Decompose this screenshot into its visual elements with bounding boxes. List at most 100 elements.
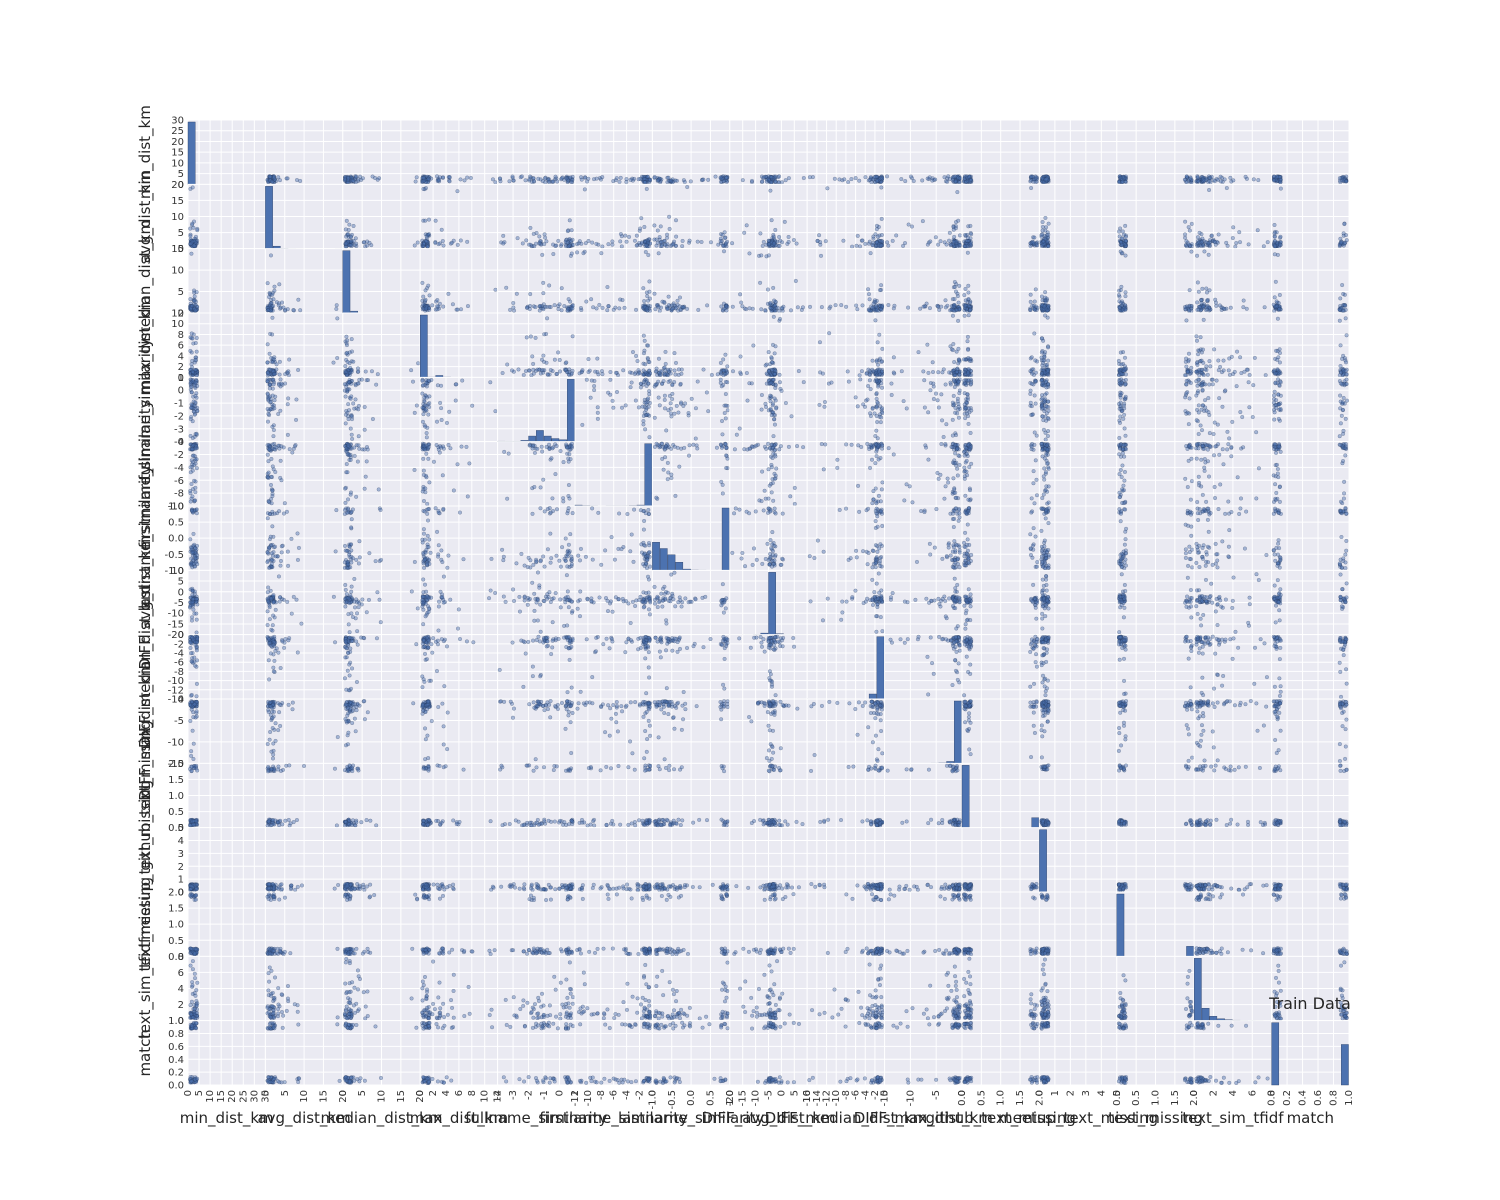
scatter-point [1187, 288, 1192, 293]
scatter-point [874, 227, 879, 232]
scatter-point [1273, 239, 1278, 244]
scatter-point [1338, 296, 1343, 301]
scatter-point [1195, 300, 1200, 305]
scatter-point [286, 369, 291, 374]
scatter-point [725, 408, 730, 413]
scatter-point [880, 411, 885, 416]
scatter-point [426, 378, 431, 383]
scatter-point [611, 405, 616, 410]
scatter-point [584, 299, 589, 304]
scatter-point [875, 234, 880, 239]
scatter-point [955, 190, 960, 195]
scatter-point [1194, 334, 1199, 339]
scatter-point [414, 175, 419, 180]
scatter-point [720, 232, 725, 237]
scatter-point [377, 176, 382, 181]
scatter-point [298, 178, 303, 183]
cell-median_dist_km-vs-github_text_missing [961, 248, 1040, 314]
scatter-point [1205, 298, 1210, 303]
scatter-point [641, 372, 646, 377]
scatter-point [891, 306, 896, 311]
scatter-point [758, 280, 763, 285]
scatter-point [1186, 242, 1191, 247]
scatter-point [747, 251, 752, 256]
scatter-point [540, 357, 545, 362]
scatter-point [455, 189, 460, 194]
scatter-point [800, 305, 805, 310]
scatter-point [265, 371, 270, 376]
scatter-point [564, 360, 569, 365]
scatter-point [599, 251, 604, 256]
scatter-point [720, 419, 725, 424]
scatter-point [270, 315, 275, 320]
scatter-point [962, 402, 967, 407]
scatter-point [1028, 292, 1033, 297]
scatter-point [908, 174, 913, 179]
scatter-point [608, 392, 613, 397]
scatter-point [1217, 303, 1222, 308]
scatter-point [866, 307, 871, 312]
scatter-point [817, 340, 822, 345]
scatter-point [541, 291, 546, 296]
scatter-point [363, 369, 368, 374]
scatter-point [188, 348, 193, 353]
scatter-point [968, 307, 973, 312]
scatter-point [662, 393, 667, 398]
scatter-point [1337, 318, 1342, 323]
cell-median_dist_km-vs-text_missing [1116, 248, 1195, 314]
scatter-point [859, 369, 864, 374]
scatter-point [188, 417, 193, 422]
scatter-point [608, 377, 613, 382]
scatter-point [1255, 228, 1260, 233]
scatter-point [665, 307, 670, 312]
scatter-point [538, 303, 543, 308]
scatter-point [965, 250, 970, 255]
scatter-point [962, 370, 967, 375]
scatter-point [331, 360, 336, 365]
cell-fullname_similarity-vs-DIFF_max_dist_km [884, 376, 963, 443]
scatter-point [956, 415, 961, 420]
scatter-point [579, 175, 584, 180]
scatter-point [367, 240, 372, 245]
scatter-point [647, 289, 652, 294]
scatter-point [272, 398, 277, 403]
scatter-point [1338, 364, 1343, 369]
scatter-point [423, 297, 428, 302]
scatter-point [641, 286, 646, 291]
scatter-point [875, 340, 880, 345]
scatter-point [951, 304, 956, 309]
cell-median_dist_km-vs-min_dist_km [187, 248, 266, 314]
scatter-point [867, 239, 872, 244]
scatter-point [801, 176, 806, 181]
scatter-point [490, 177, 495, 182]
scatter-point [645, 174, 650, 179]
scatter-point [556, 307, 561, 312]
cell-max_dist_km-vs-github_text_missing [961, 312, 1040, 378]
scatter-point [791, 238, 796, 243]
scatter-point [1028, 391, 1033, 396]
scatter-point [759, 392, 764, 397]
scatter-point [268, 383, 273, 388]
scatter-point [795, 305, 800, 310]
scatter-point [594, 306, 599, 311]
scatter-point [854, 243, 859, 248]
scatter-point [265, 407, 270, 412]
scatter-point [723, 403, 728, 408]
scatter-point [1028, 388, 1033, 393]
scatter-point [1207, 178, 1212, 183]
cell-max_dist_km-vs-fullname_similarity [497, 312, 576, 378]
scatter-point [965, 334, 970, 339]
cell-median_dist_km-vs-text_sim_tfidf [1193, 248, 1273, 314]
scatter-point [1195, 175, 1200, 180]
scatter-point [1277, 292, 1282, 297]
scatter-point [1033, 358, 1038, 363]
scatter-point [271, 297, 276, 302]
scatter-point [674, 234, 679, 239]
cell-background [1039, 248, 1117, 313]
scatter-point [1183, 359, 1188, 364]
scatter-point [927, 175, 932, 180]
scatter-point [723, 416, 728, 421]
scatter-point [1040, 224, 1045, 229]
cell-min_dist_km-vs-median_dist_km [342, 119, 421, 185]
cell-min_dist_km-vs-avg_dist_km [264, 119, 344, 185]
